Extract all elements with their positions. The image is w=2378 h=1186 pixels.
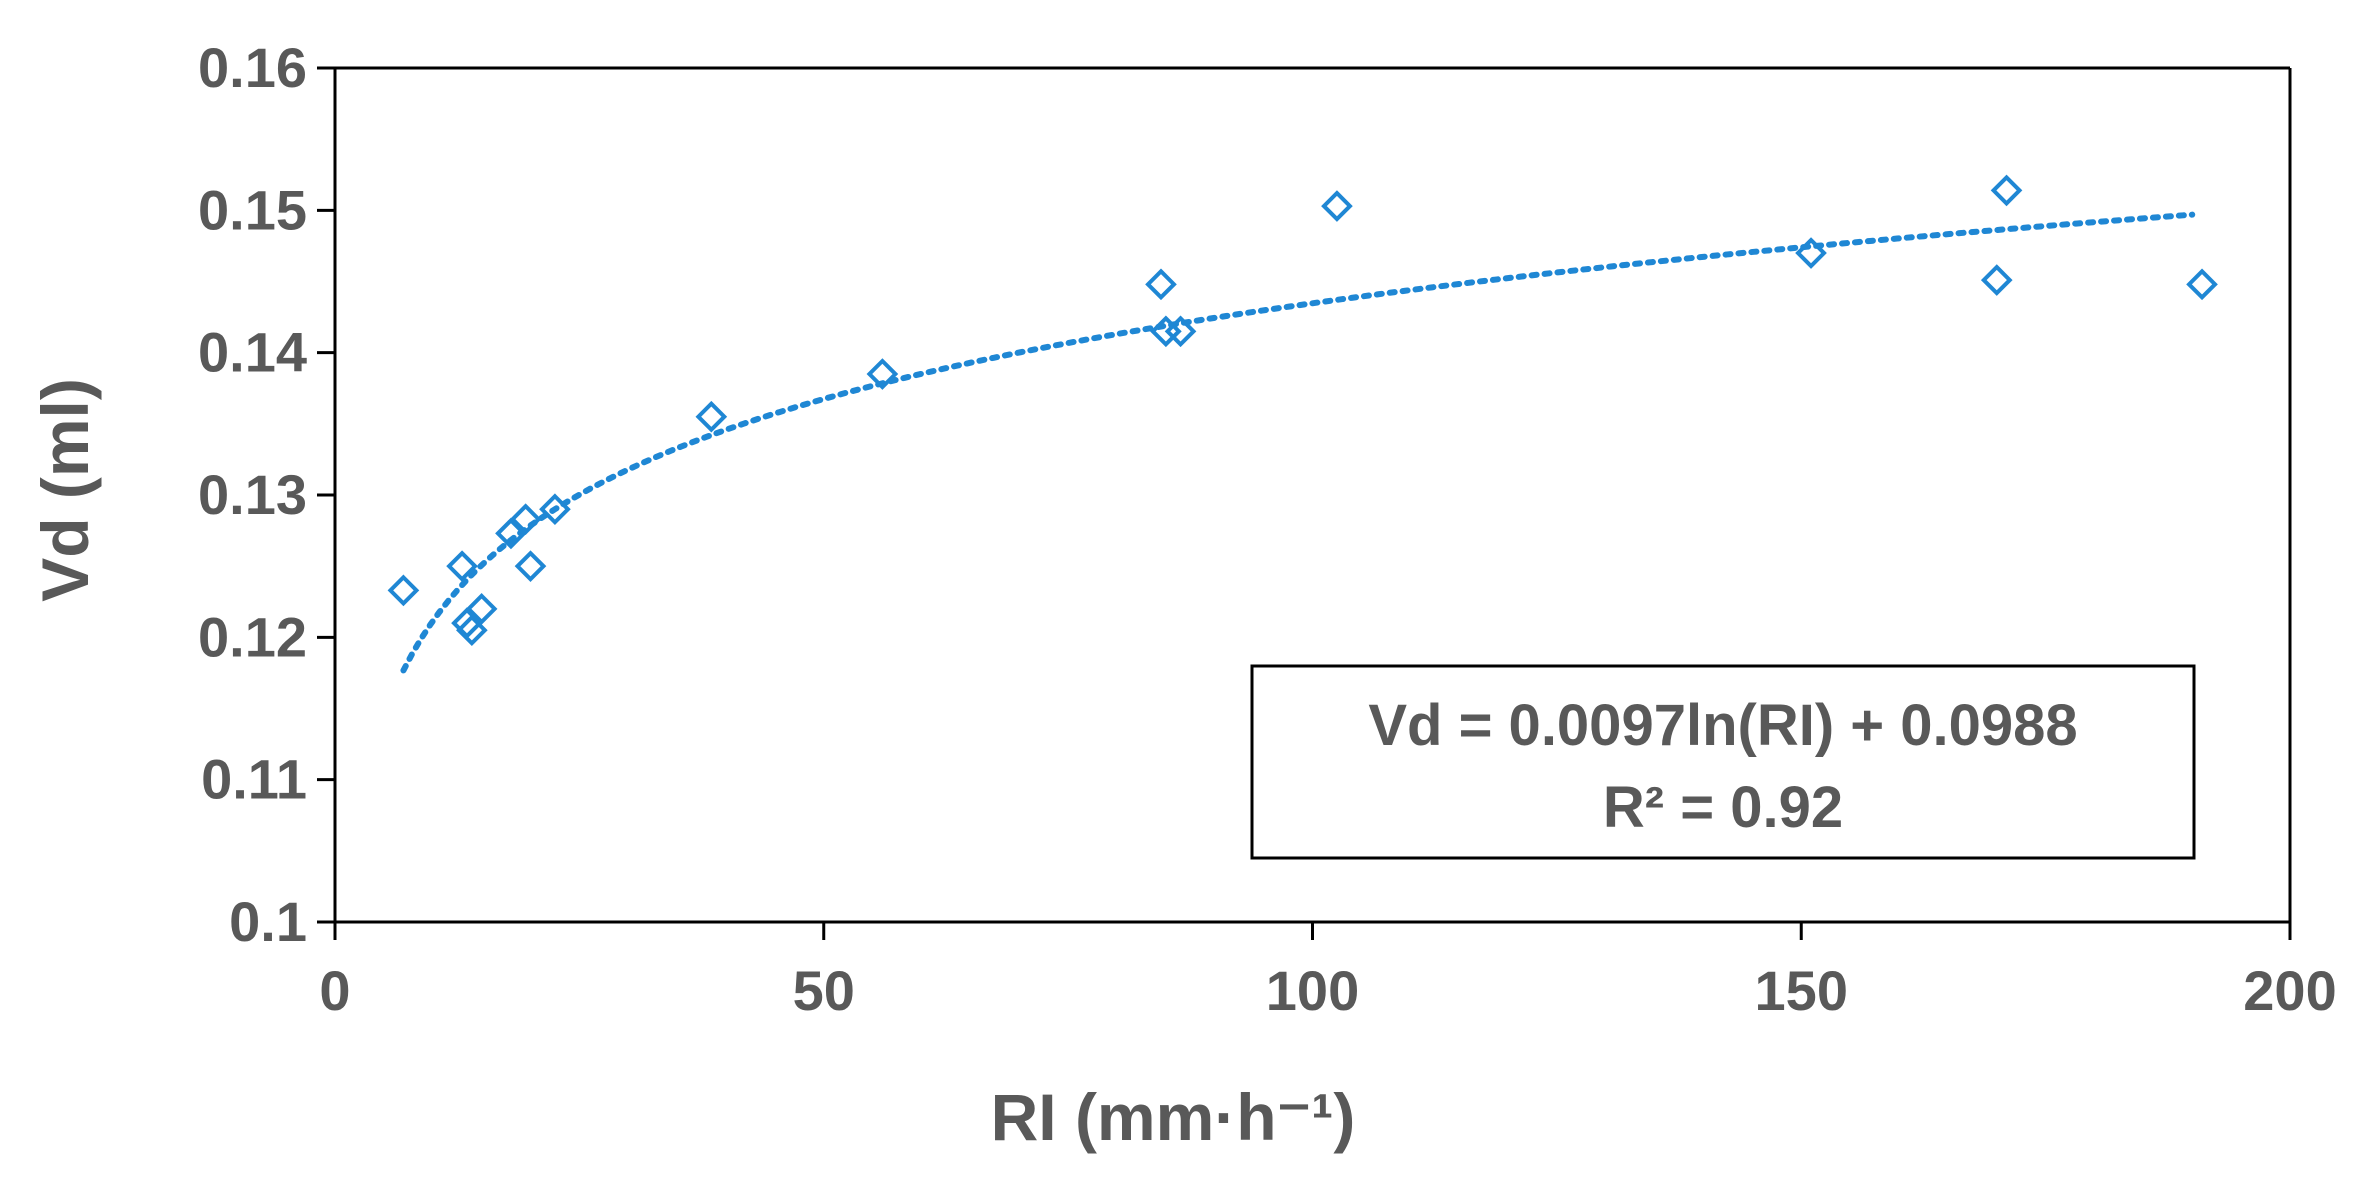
y-tick-label: 0.12 [198,605,307,668]
x-tick-label: 150 [1755,959,1848,1022]
data-point [1164,315,1197,348]
y-tick-label: 0.16 [198,36,307,99]
points-layer [387,174,2218,647]
y-ticks: 0.1 0.11 0.12 0.13 0.14 0.15 0.16 [198,36,335,953]
data-point [1990,174,2023,207]
data-point [1980,264,2013,296]
data-point [456,614,488,647]
data-point [1795,237,1827,269]
y-tick-label: 0.1 [229,890,307,953]
x-tick-label: 100 [1266,959,1359,1022]
x-tick-label: 200 [2243,959,2336,1022]
x-axis-title: RI (mm·h⁻¹) [991,1080,1356,1154]
x-tick-label: 0 [319,959,350,1022]
data-point [866,358,899,390]
r-squared-label: R² = 0.92 [1603,775,1843,840]
data-point [1321,190,1353,222]
data-point [495,517,527,550]
trendline-equation: Vd = 0.0097ln(RI) + 0.0988 [1368,693,2077,758]
y-tick-label: 0.14 [198,321,307,384]
x-tick-label: 50 [793,959,855,1022]
trendline-layer [400,211,2196,674]
y-tick-label: 0.15 [198,178,307,241]
y-tick-label: 0.13 [198,463,307,526]
equation-box-frame [1250,664,2196,860]
data-point [514,550,547,582]
data-point [695,400,728,433]
data-point [1145,268,1177,301]
data-point [446,550,478,582]
x-ticks: 0 50 100 150 200 [319,922,2337,1022]
trendline [400,211,2196,674]
data-point [509,503,542,536]
y-tick-label: 0.11 [201,748,307,811]
data-point [387,574,420,607]
equation-box: Vd = 0.0097ln(RI) + 0.0988 R² = 0.92 [1250,664,2196,860]
data-point [539,493,571,526]
data-point [2186,268,2218,301]
y-axis-title: Vd (ml) [28,378,102,602]
data-point [465,593,498,625]
